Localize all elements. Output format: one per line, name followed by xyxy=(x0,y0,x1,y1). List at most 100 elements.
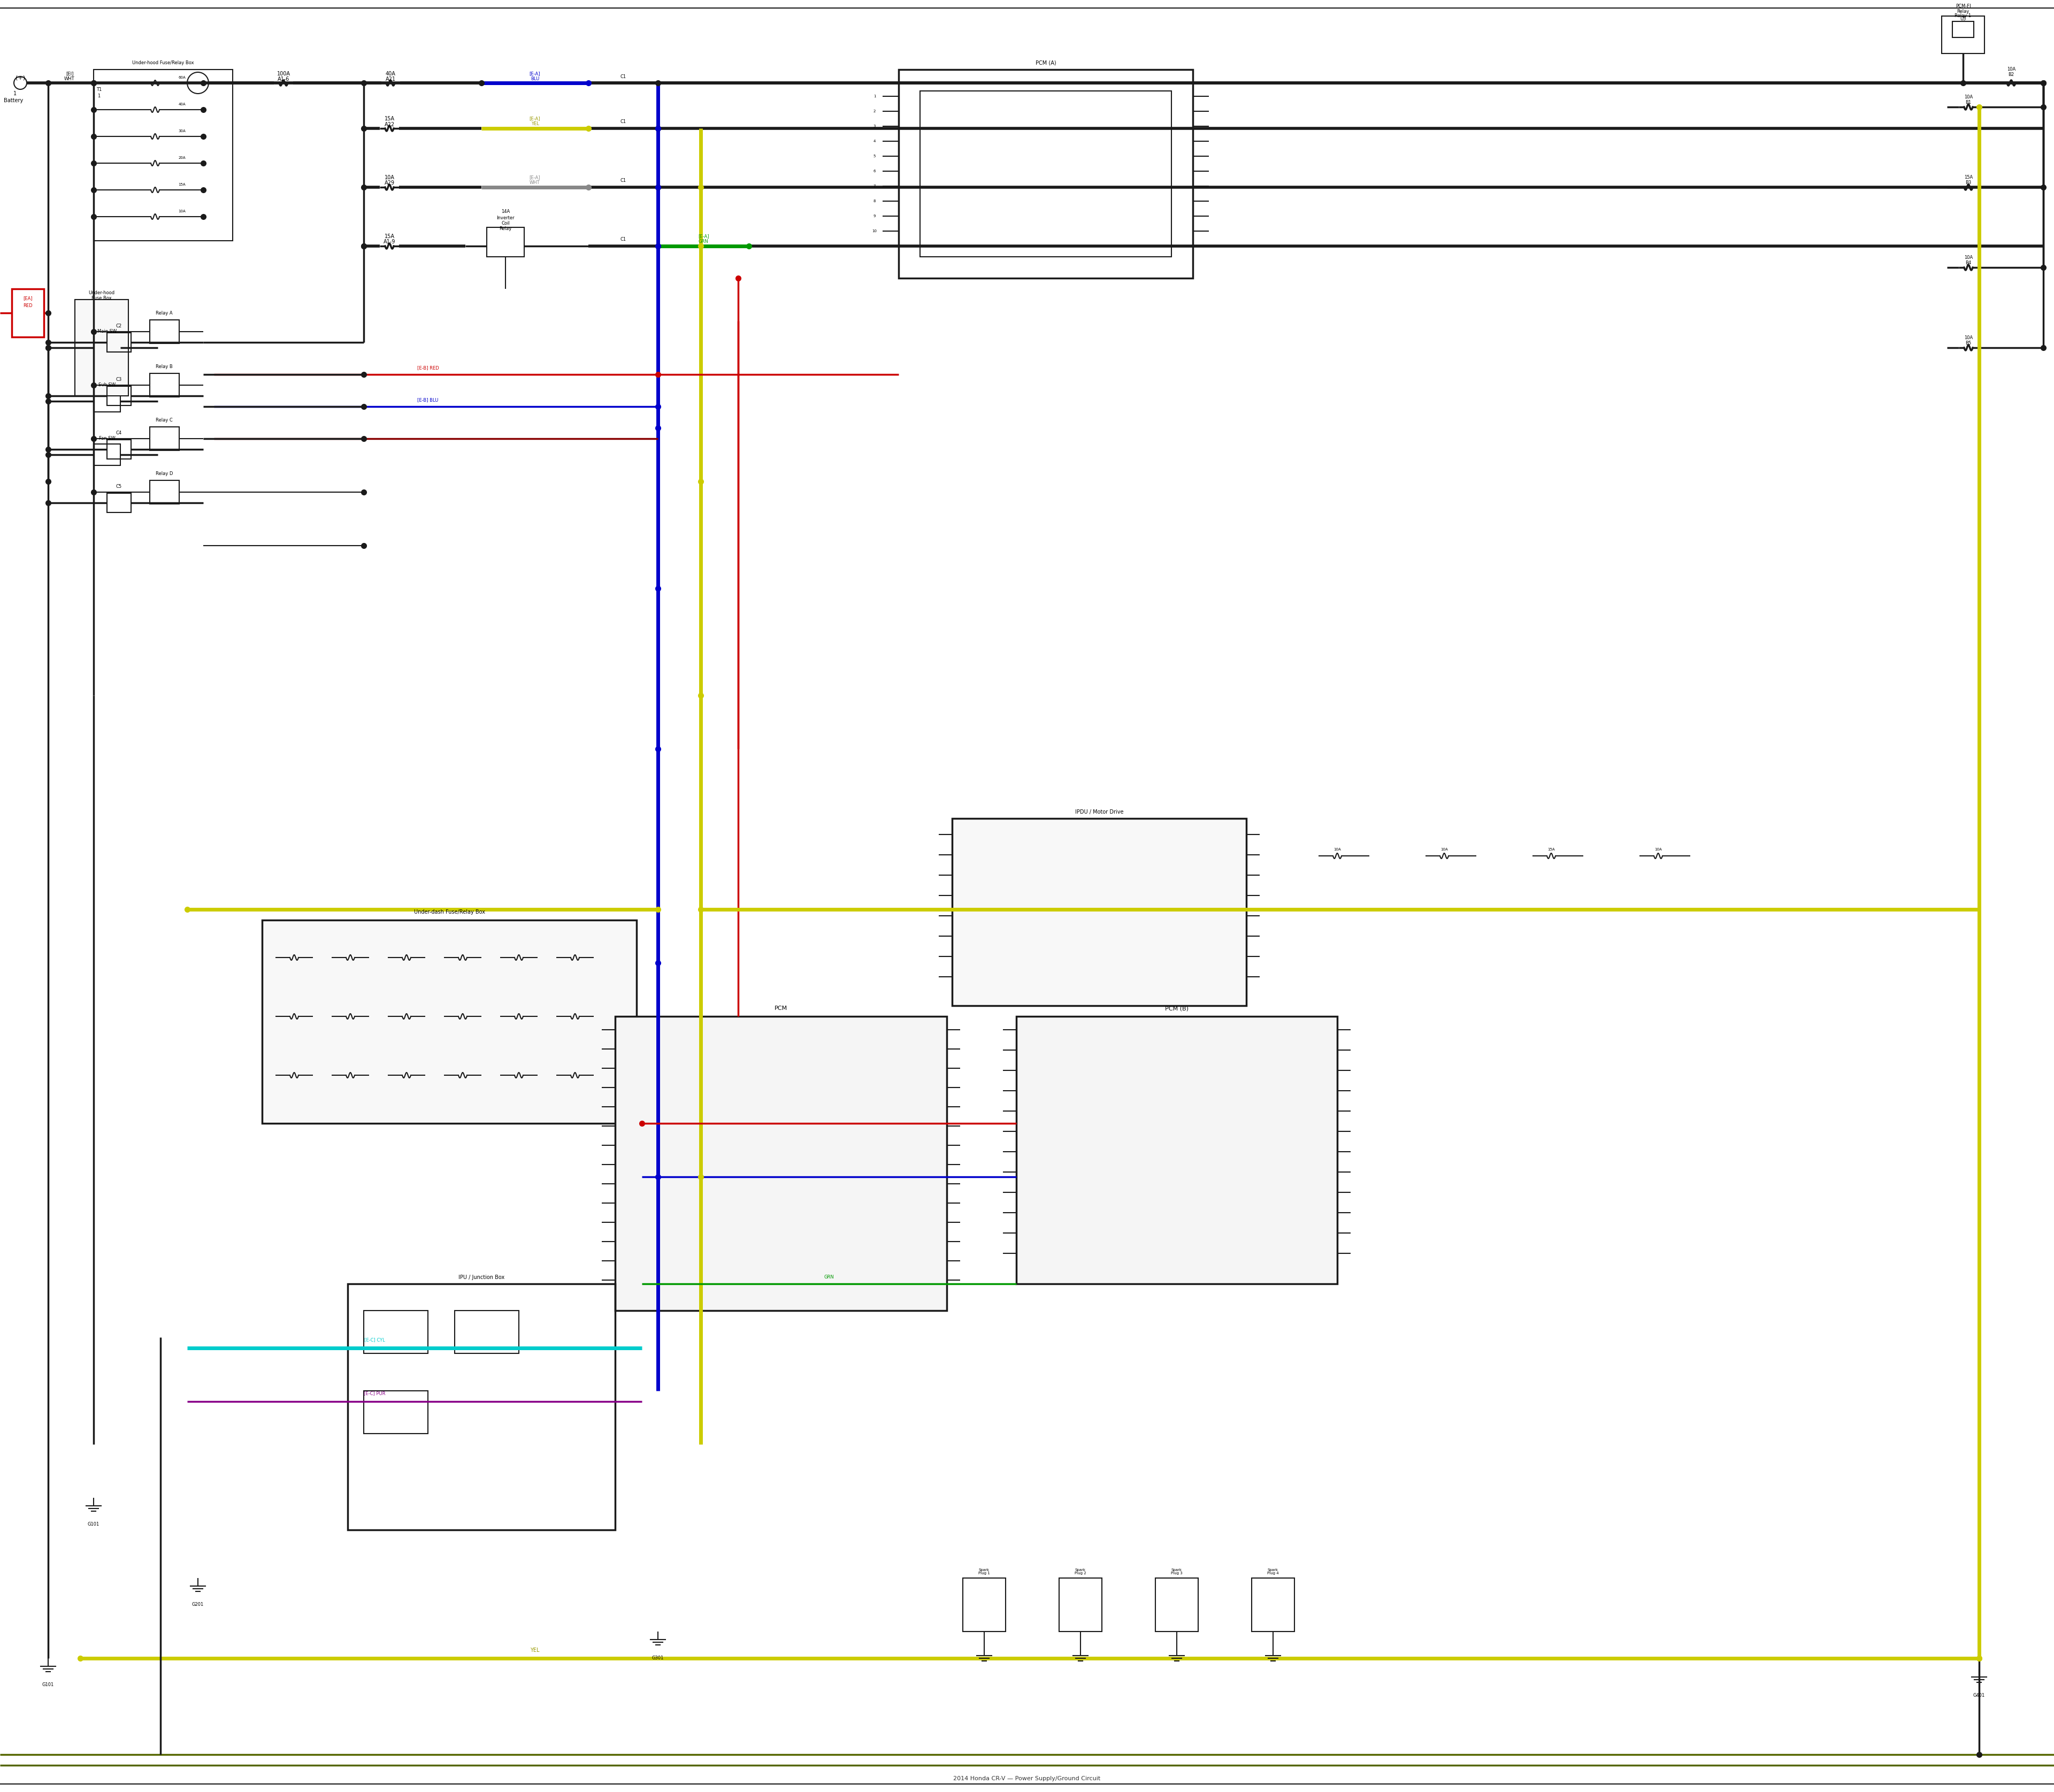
Bar xyxy=(347,1283,614,1530)
Text: Sub SW: Sub SW xyxy=(99,383,115,387)
Text: C1: C1 xyxy=(620,179,626,183)
Text: C1: C1 xyxy=(620,73,626,79)
Text: [E-B] BLU: [E-B] BLU xyxy=(417,398,438,403)
Text: A29: A29 xyxy=(384,181,394,186)
Text: C5: C5 xyxy=(115,484,121,489)
Text: Relay A: Relay A xyxy=(156,310,173,315)
Bar xyxy=(107,387,131,405)
Text: 2014 Honda CR-V — Power Supply/Ground Circuit: 2014 Honda CR-V — Power Supply/Ground Ci… xyxy=(953,1776,1101,1781)
Text: 20A: 20A xyxy=(179,156,185,159)
Text: 14A: 14A xyxy=(501,210,509,213)
Text: 1: 1 xyxy=(873,95,875,99)
Text: 10A: 10A xyxy=(1440,848,1448,851)
Text: 15A: 15A xyxy=(1964,176,1972,179)
Text: C2: C2 xyxy=(115,324,121,328)
Text: Spark
Plug 3: Spark Plug 3 xyxy=(1171,1568,1183,1575)
Text: Under-hood: Under-hood xyxy=(88,290,115,296)
Bar xyxy=(1953,22,1974,38)
Text: Under-hood Fuse/Relay Box: Under-hood Fuse/Relay Box xyxy=(131,61,193,66)
Bar xyxy=(263,919,637,1124)
Text: RED: RED xyxy=(23,303,33,308)
Text: 15A: 15A xyxy=(179,183,185,186)
Text: 10A: 10A xyxy=(1964,256,1972,260)
Bar xyxy=(107,439,131,459)
Bar xyxy=(614,1016,947,1310)
Bar xyxy=(364,1310,427,1353)
Text: 10A: 10A xyxy=(384,176,394,181)
Bar xyxy=(74,299,127,396)
Text: Relay 1: Relay 1 xyxy=(1955,14,1972,18)
Text: Fan SW: Fan SW xyxy=(99,435,115,441)
Bar xyxy=(1154,1579,1197,1631)
Text: G101: G101 xyxy=(43,1683,53,1688)
Bar xyxy=(920,91,1171,256)
Text: WHT: WHT xyxy=(64,77,74,82)
Bar xyxy=(963,1579,1006,1631)
Text: Relay: Relay xyxy=(499,226,511,231)
Text: BLU: BLU xyxy=(530,77,540,82)
Text: 5: 5 xyxy=(873,154,875,158)
Text: 8: 8 xyxy=(873,199,875,202)
Text: PCM: PCM xyxy=(774,1005,787,1011)
Text: G101: G101 xyxy=(88,1521,99,1527)
Text: GRN: GRN xyxy=(698,240,709,244)
Text: B5: B5 xyxy=(1966,340,1972,346)
Text: Spark
Plug 2: Spark Plug 2 xyxy=(1074,1568,1087,1575)
Text: A22: A22 xyxy=(384,122,394,127)
Text: [E-A]: [E-A] xyxy=(698,235,709,238)
Text: Inverter: Inverter xyxy=(497,215,514,220)
Bar xyxy=(107,333,131,351)
Text: C1: C1 xyxy=(620,120,626,124)
Bar xyxy=(454,1310,520,1353)
Bar xyxy=(94,70,232,240)
Text: C1: C1 xyxy=(620,237,626,242)
Text: G201: G201 xyxy=(191,1602,203,1607)
Text: G401: G401 xyxy=(1974,1693,1984,1699)
Text: Relay B: Relay B xyxy=(156,364,173,369)
Text: PCM-FI: PCM-FI xyxy=(1955,4,1970,9)
Text: 10A: 10A xyxy=(1656,848,1662,851)
Bar xyxy=(150,321,179,344)
Text: 30A: 30A xyxy=(179,129,185,133)
Bar xyxy=(1941,16,1984,54)
Text: Under-dash Fuse/Relay Box: Under-dash Fuse/Relay Box xyxy=(413,909,485,914)
Text: A1-6: A1-6 xyxy=(277,77,290,82)
Text: 40A: 40A xyxy=(386,72,396,77)
Bar xyxy=(94,337,121,358)
Text: PCM (B): PCM (B) xyxy=(1165,1005,1189,1011)
Text: Spark
Plug 1: Spark Plug 1 xyxy=(978,1568,990,1575)
Text: YEL: YEL xyxy=(530,1647,540,1652)
Text: YEL: YEL xyxy=(530,122,538,127)
Text: [E-A]: [E-A] xyxy=(530,176,540,179)
Text: 100A: 100A xyxy=(277,72,290,77)
Text: 60A: 60A xyxy=(179,75,185,79)
Text: 10A: 10A xyxy=(179,210,185,213)
Text: PCM (A): PCM (A) xyxy=(1035,61,1056,66)
Text: B1: B1 xyxy=(1966,100,1972,106)
Bar xyxy=(364,1391,427,1434)
Text: 40A: 40A xyxy=(179,102,185,106)
Text: 15A: 15A xyxy=(1547,848,1555,851)
Text: 10A: 10A xyxy=(1333,848,1341,851)
Text: Fuse Box: Fuse Box xyxy=(92,296,111,301)
Text: 1: 1 xyxy=(12,91,16,97)
Text: Main SW: Main SW xyxy=(97,330,117,333)
Text: IPDU / Motor Drive: IPDU / Motor Drive xyxy=(1074,810,1124,815)
Text: WHT: WHT xyxy=(530,181,540,185)
Text: B2: B2 xyxy=(2009,72,2015,77)
Text: B3: B3 xyxy=(1966,181,1972,185)
Text: [E-C] PUR: [E-C] PUR xyxy=(364,1391,386,1396)
Text: [E-B] RED: [E-B] RED xyxy=(417,366,440,371)
Text: 2: 2 xyxy=(873,109,875,113)
Text: 15A: 15A xyxy=(384,116,394,122)
Text: [E-A]: [E-A] xyxy=(530,116,540,122)
Text: 10A: 10A xyxy=(2007,66,2015,72)
Text: 10A: 10A xyxy=(1964,95,1972,100)
Bar xyxy=(1017,1016,1337,1283)
Text: 9: 9 xyxy=(873,215,875,217)
Bar xyxy=(150,373,179,396)
Text: Spark
Plug 4: Spark Plug 4 xyxy=(1267,1568,1280,1575)
Bar xyxy=(900,70,1193,278)
Text: 15A: 15A xyxy=(384,233,394,238)
Bar xyxy=(94,391,121,412)
